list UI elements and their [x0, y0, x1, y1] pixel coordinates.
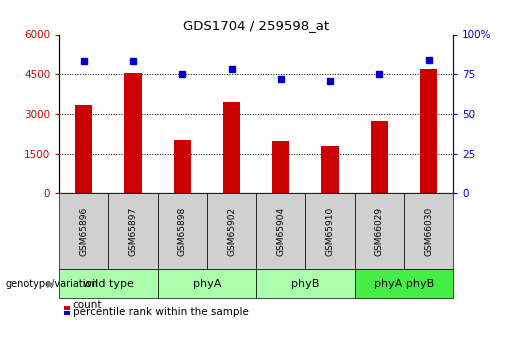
Bar	[125, 72, 142, 193]
Text: count: count	[73, 300, 102, 310]
Bar	[272, 141, 289, 193]
Text: GSM65904: GSM65904	[277, 207, 285, 256]
Text: wild type: wild type	[83, 279, 134, 289]
Text: GSM65902: GSM65902	[227, 207, 236, 256]
Text: GSM66029: GSM66029	[375, 207, 384, 256]
Bar	[420, 69, 437, 193]
Text: phyA: phyA	[193, 279, 221, 289]
Bar	[371, 121, 388, 193]
Text: GSM65897: GSM65897	[129, 207, 138, 256]
Text: percentile rank within the sample: percentile rank within the sample	[73, 307, 248, 317]
Bar	[174, 140, 191, 193]
Bar	[321, 146, 339, 193]
Text: genotype/variation: genotype/variation	[5, 279, 98, 289]
Text: phyB: phyB	[291, 279, 320, 289]
Title: GDS1704 / 259598_at: GDS1704 / 259598_at	[183, 19, 329, 32]
Text: GSM65898: GSM65898	[178, 207, 187, 256]
Text: GSM66030: GSM66030	[424, 207, 433, 256]
Text: GSM65896: GSM65896	[79, 207, 89, 256]
Text: GSM65910: GSM65910	[325, 207, 335, 256]
Bar	[75, 105, 93, 193]
Text: ▶: ▶	[46, 279, 54, 289]
Bar	[223, 102, 240, 193]
Text: phyA phyB: phyA phyB	[374, 279, 434, 289]
